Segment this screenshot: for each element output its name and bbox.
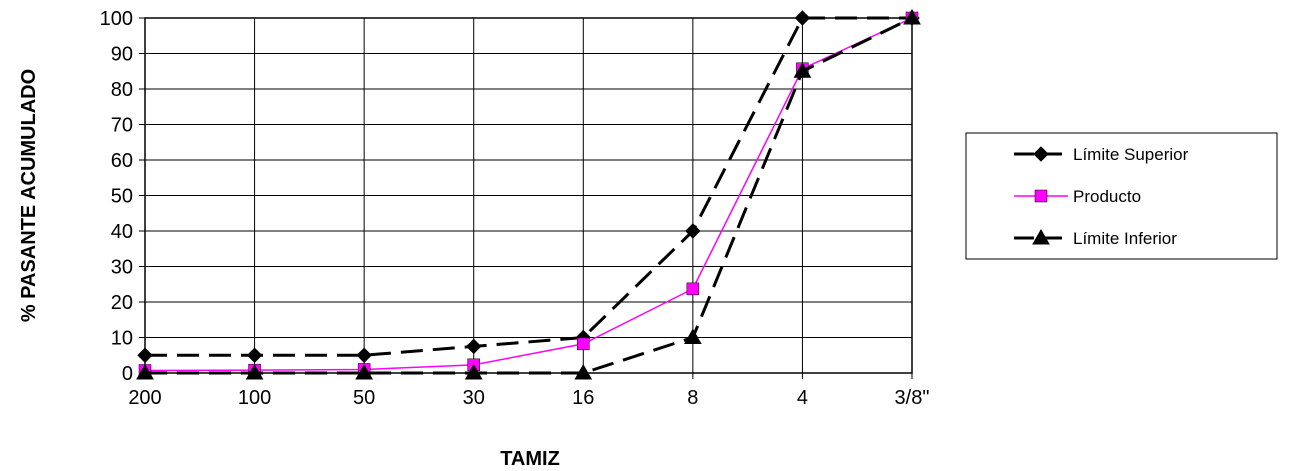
data-point	[136, 363, 154, 380]
data-point	[686, 282, 700, 296]
y-tick-label: 20	[111, 292, 133, 314]
data-point	[246, 347, 263, 363]
legend-item: Límite Superior	[1014, 145, 1189, 164]
series-limite-inferior	[136, 8, 921, 380]
x-tick-label: 100	[238, 387, 271, 409]
data-point	[355, 363, 374, 380]
data-point	[464, 363, 483, 380]
data-point	[574, 363, 593, 380]
x-tick-label: 16	[572, 387, 594, 409]
x-tick-label: 50	[353, 387, 375, 409]
x-tick-label: 4	[797, 387, 808, 409]
series-line	[144, 17, 913, 372]
data-point	[356, 347, 372, 363]
x-tick-label: 200	[128, 387, 161, 409]
y-tick-label: 30	[111, 257, 133, 279]
legend-item: Producto	[1014, 187, 1141, 206]
x-tick-label: 3/8"	[895, 387, 930, 409]
y-tick-label: 10	[111, 328, 133, 350]
legend-label: Límite Superior	[1073, 145, 1189, 164]
data-point	[683, 328, 702, 344]
legend-marker	[1033, 146, 1049, 162]
series-group	[136, 8, 921, 380]
data-point	[794, 10, 811, 26]
data-point	[577, 337, 590, 351]
y-tick-label: 70	[111, 115, 133, 137]
x-axis-title: TAMIZ	[500, 448, 560, 470]
x-tick-label: 30	[463, 387, 485, 409]
data-point	[903, 8, 921, 25]
y-tick-label: 60	[111, 150, 133, 172]
y-tick-label: 90	[111, 44, 133, 66]
y-tick-label: 80	[111, 79, 133, 101]
legend-item: Límite Inferior	[1014, 228, 1177, 248]
legend-label: Producto	[1073, 187, 1141, 206]
legend-label: Límite Inferior	[1073, 229, 1177, 248]
y-tick-label: 50	[111, 186, 133, 208]
y-tick-label: 100	[100, 8, 133, 30]
data-point	[137, 347, 153, 363]
y-tick-label: 40	[111, 221, 133, 243]
y-axis: 0 10 20 30 40 50 60 70 80 90 100	[100, 8, 145, 385]
legend-marker	[1032, 228, 1050, 245]
legend: Límite Superior Producto Límite Inferior	[965, 132, 1278, 260]
data-point	[466, 338, 482, 355]
data-point	[245, 363, 264, 380]
data-point	[793, 62, 812, 78]
x-tick-label: 8	[687, 387, 698, 409]
y-tick-label: 0	[122, 363, 133, 385]
y-axis-title: % PASANTE ACUMULADO	[18, 69, 40, 322]
series-line	[145, 16, 912, 357]
legend-marker	[1034, 189, 1048, 203]
data-point	[685, 223, 701, 239]
x-axis: 200 100 50 30 16 8 4 3/8"	[128, 373, 929, 409]
